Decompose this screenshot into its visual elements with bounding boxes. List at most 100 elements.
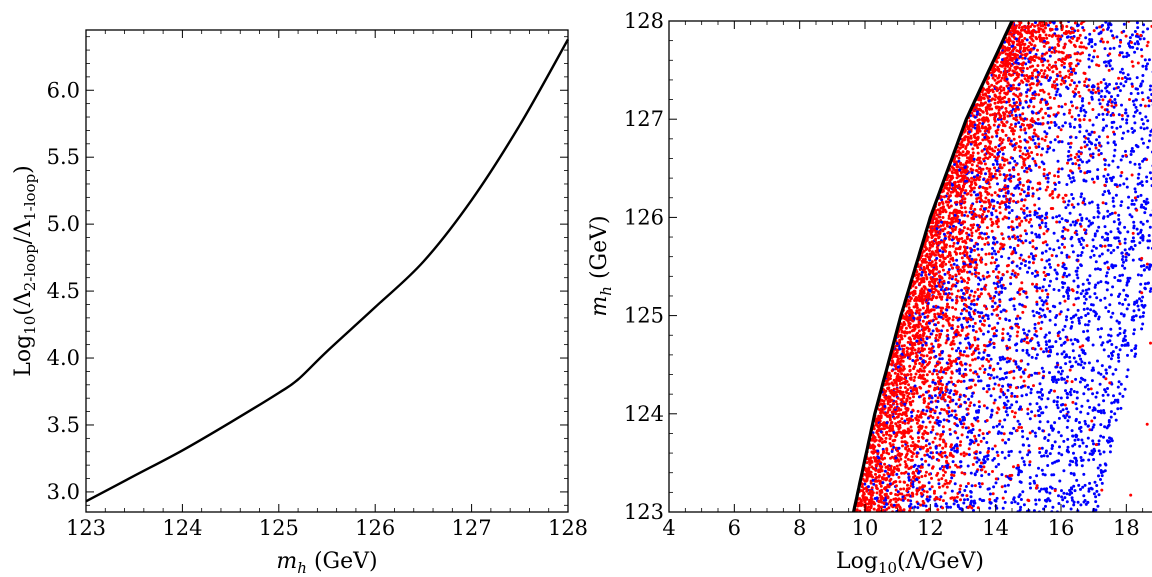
red-point — [1025, 67, 1029, 70]
blue-point — [1060, 105, 1064, 109]
red-point — [1018, 31, 1022, 35]
blue-point — [966, 430, 970, 434]
red-point — [1077, 90, 1081, 94]
red-point — [1002, 163, 1006, 167]
blue-point — [1060, 217, 1064, 221]
blue-point — [1111, 285, 1115, 289]
red-point — [1013, 78, 1017, 82]
red-point — [1039, 327, 1043, 331]
red-point — [1021, 310, 1025, 314]
blue-point — [992, 281, 996, 285]
blue-point — [994, 290, 998, 294]
blue-point — [1065, 492, 1069, 496]
blue-point — [1051, 505, 1055, 509]
blue-point — [1031, 135, 1035, 139]
blue-point — [1085, 129, 1089, 133]
red-point — [1017, 426, 1021, 429]
blue-point — [1062, 112, 1066, 116]
red-point — [882, 473, 886, 477]
blue-point — [1095, 296, 1099, 300]
blue-point — [1038, 451, 1042, 454]
blue-point — [1087, 281, 1091, 285]
red-point — [934, 317, 938, 321]
red-point — [913, 375, 917, 379]
blue-point — [1119, 312, 1123, 316]
red-point — [929, 356, 933, 360]
red-point — [945, 410, 949, 413]
blue-point — [1020, 394, 1024, 398]
blue-point — [1097, 403, 1101, 407]
blue-point — [1105, 124, 1108, 128]
blue-point — [994, 252, 998, 256]
blue-point — [1006, 383, 1010, 387]
red-point — [1044, 135, 1048, 139]
red-point — [1141, 98, 1145, 101]
red-point — [1030, 23, 1034, 26]
red-point — [1040, 137, 1044, 141]
red-point — [981, 274, 985, 278]
blue-point — [953, 449, 957, 453]
red-point — [1100, 37, 1104, 41]
blue-point — [1090, 200, 1094, 204]
blue-point — [1040, 320, 1044, 324]
red-point — [1003, 146, 1007, 149]
blue-point — [1013, 159, 1017, 163]
red-point — [1041, 116, 1045, 120]
red-point — [958, 187, 962, 191]
blue-point — [932, 305, 936, 309]
red-point — [920, 475, 924, 478]
red-point — [991, 113, 995, 117]
blue-point — [971, 325, 975, 328]
blue-point — [1075, 407, 1079, 411]
blue-point — [1012, 369, 1016, 373]
red-point — [950, 324, 954, 327]
red-point — [951, 244, 955, 248]
blue-point — [950, 238, 954, 242]
blue-point — [1048, 499, 1052, 503]
red-point — [1018, 292, 1022, 296]
blue-point — [1121, 302, 1125, 306]
blue-point — [1057, 181, 1061, 184]
red-point — [941, 446, 945, 450]
red-point — [953, 422, 957, 426]
blue-point — [1037, 466, 1040, 470]
blue-point — [980, 474, 984, 478]
red-point — [889, 456, 892, 460]
blue-point — [961, 418, 965, 422]
red-point — [960, 374, 964, 378]
red-point — [917, 329, 921, 333]
red-point — [887, 452, 891, 456]
blue-point — [1113, 183, 1117, 187]
red-point — [945, 334, 949, 338]
blue-point — [1046, 397, 1050, 401]
red-point — [955, 298, 959, 302]
blue-point — [1105, 371, 1109, 375]
blue-point — [1121, 154, 1125, 158]
red-point — [900, 372, 904, 376]
red-point — [909, 373, 913, 376]
blue-point — [987, 387, 991, 391]
red-point — [966, 270, 969, 274]
blue-point — [1118, 44, 1122, 48]
red-point — [1091, 108, 1095, 111]
blue-point — [1120, 258, 1124, 261]
red-point — [977, 253, 981, 257]
blue-point — [973, 126, 977, 130]
red-point — [990, 256, 994, 260]
blue-point — [1105, 288, 1109, 292]
red-point — [1051, 85, 1054, 89]
blue-point — [1019, 498, 1023, 501]
red-point — [890, 369, 894, 373]
blue-point — [1057, 494, 1060, 498]
blue-point — [1060, 167, 1064, 171]
left-x-tick-label: 127 — [452, 516, 492, 540]
red-point — [1133, 196, 1137, 200]
blue-point — [1025, 333, 1029, 337]
red-point — [1034, 30, 1038, 34]
blue-point — [1106, 141, 1110, 145]
blue-point — [973, 472, 977, 476]
blue-point — [1084, 314, 1088, 317]
blue-point — [945, 298, 949, 302]
red-point — [990, 107, 994, 111]
blue-point — [1096, 210, 1100, 213]
